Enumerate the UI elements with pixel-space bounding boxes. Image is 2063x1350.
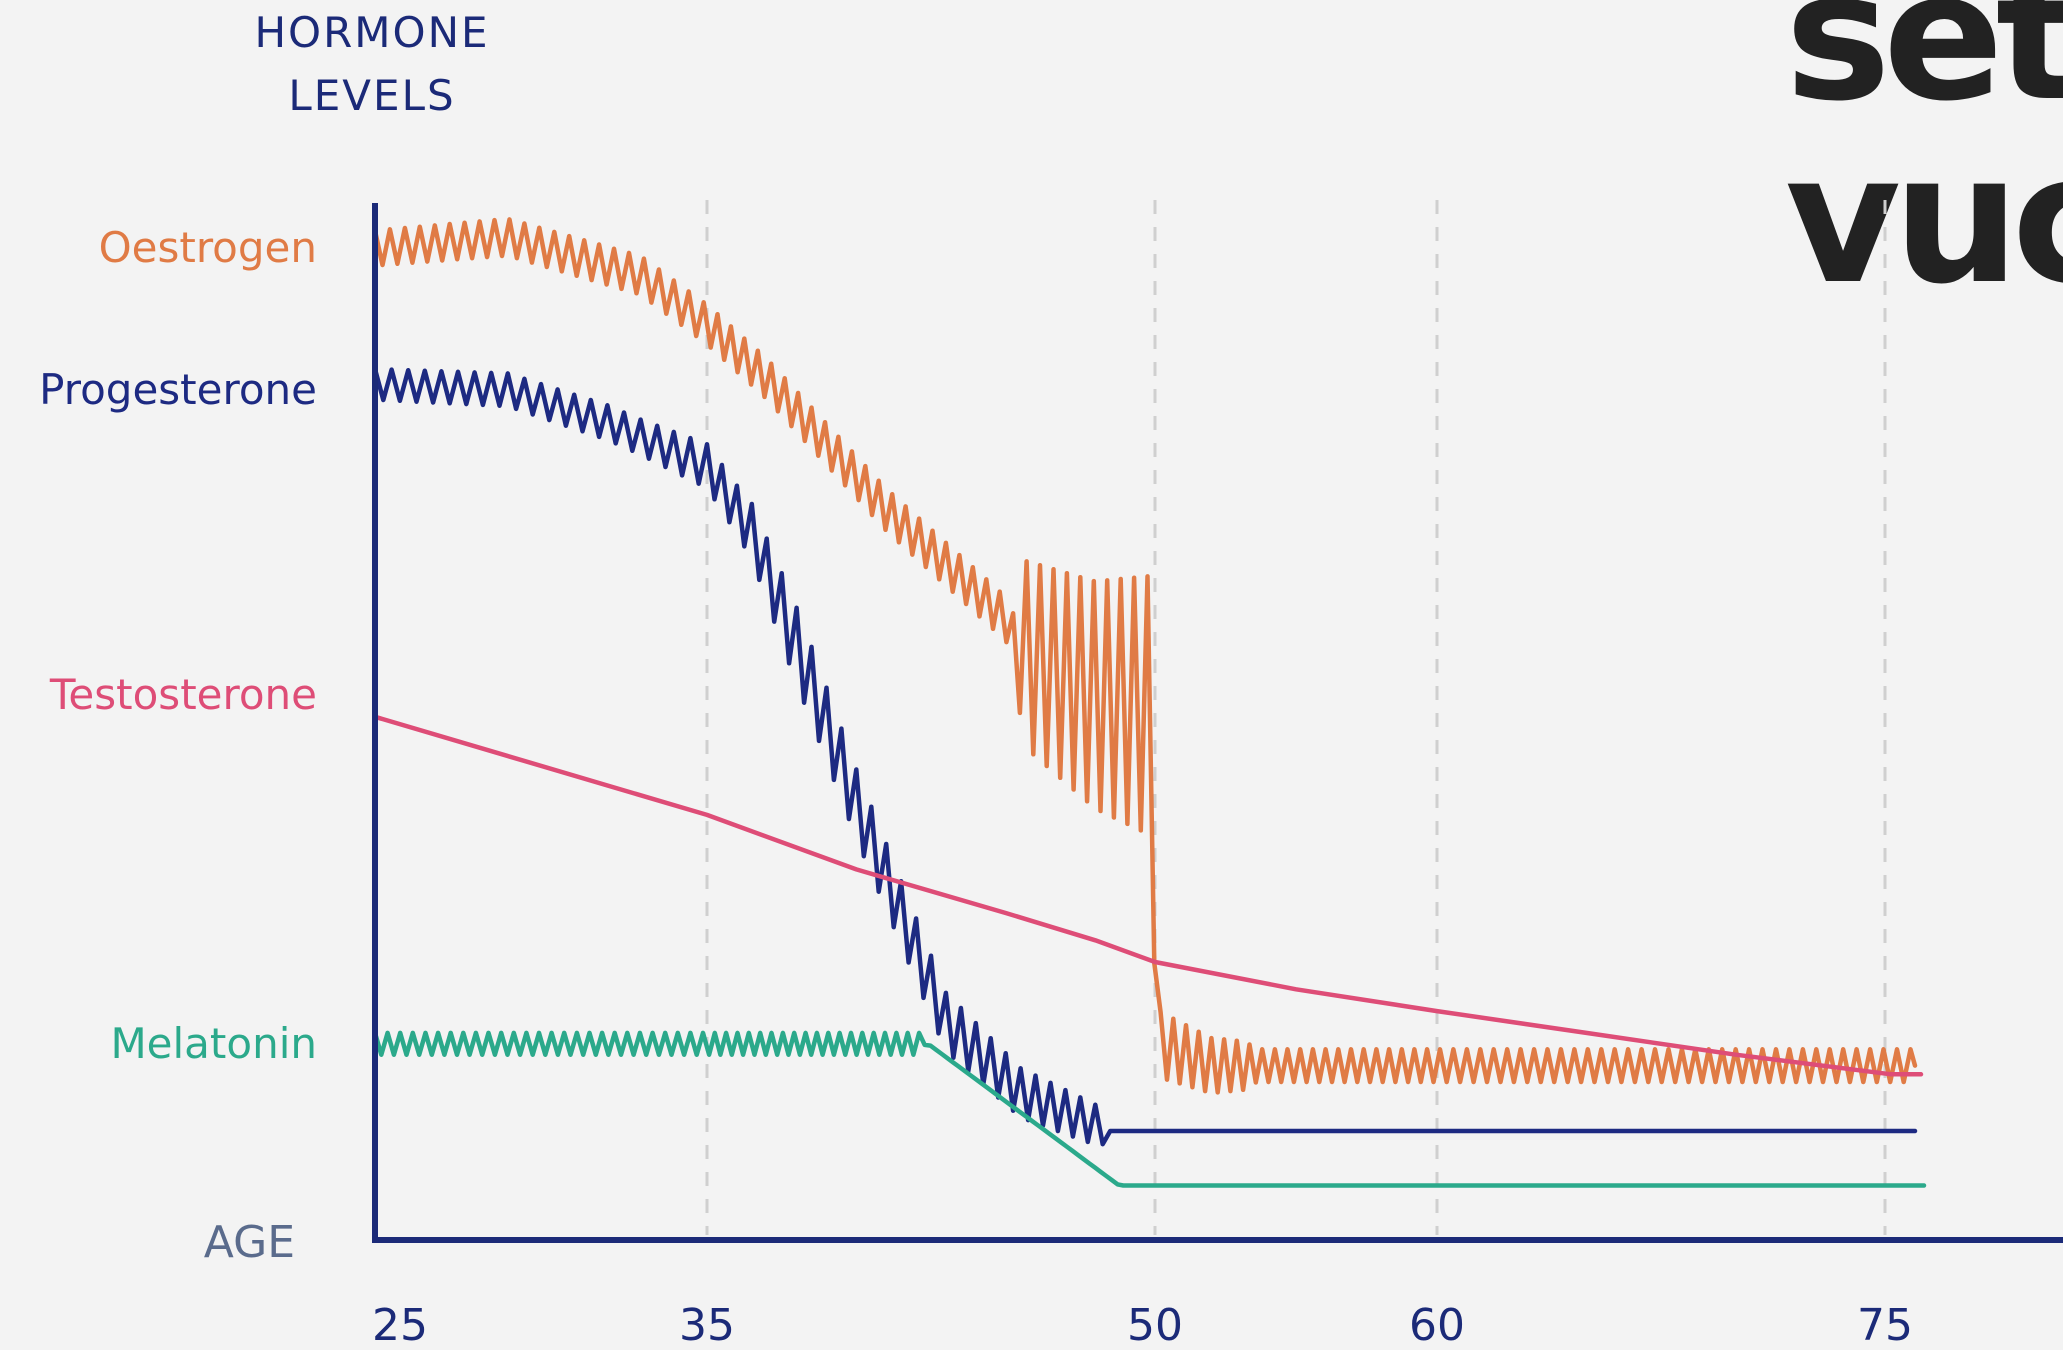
x-tick-label-60: 60 bbox=[1409, 1300, 1465, 1350]
x-axis-title: AGE bbox=[204, 1217, 295, 1268]
series-label-progesterone: Progesterone bbox=[39, 365, 317, 414]
grid-layer bbox=[705, 200, 1887, 1235]
x-tick-label-25: 25 bbox=[372, 1300, 428, 1350]
axis-layer bbox=[372, 203, 2063, 1243]
x-tick-label-35: 35 bbox=[679, 1300, 735, 1350]
heading-line-1: set bbox=[1785, 0, 2063, 140]
series-layer bbox=[372, 217, 1927, 1188]
series-line-oestrogen bbox=[372, 217, 1918, 1095]
y-axis-title-line-2: LEVELS bbox=[288, 71, 455, 120]
label-layer: Oestrogen Progesterone Testosterone Melaton… bbox=[39, 8, 1913, 1350]
x-tick-label-75: 75 bbox=[1857, 1300, 1913, 1350]
series-label-melatonin: Melatonin bbox=[110, 1019, 317, 1068]
series-line-melatonin bbox=[372, 1030, 1927, 1188]
y-axis-title-line-1: HORMONE bbox=[254, 8, 489, 57]
series-line-testosterone bbox=[372, 714, 1924, 1077]
heading-line-2: vuc bbox=[1785, 116, 2063, 323]
series-label-testosterone: Testosterone bbox=[49, 670, 317, 719]
series-label-oestrogen: Oestrogen bbox=[99, 223, 317, 272]
x-tick-label-50: 50 bbox=[1127, 1300, 1183, 1350]
series-line-progesterone bbox=[372, 366, 1918, 1147]
partial-heading: set vuc bbox=[1785, 0, 2063, 311]
